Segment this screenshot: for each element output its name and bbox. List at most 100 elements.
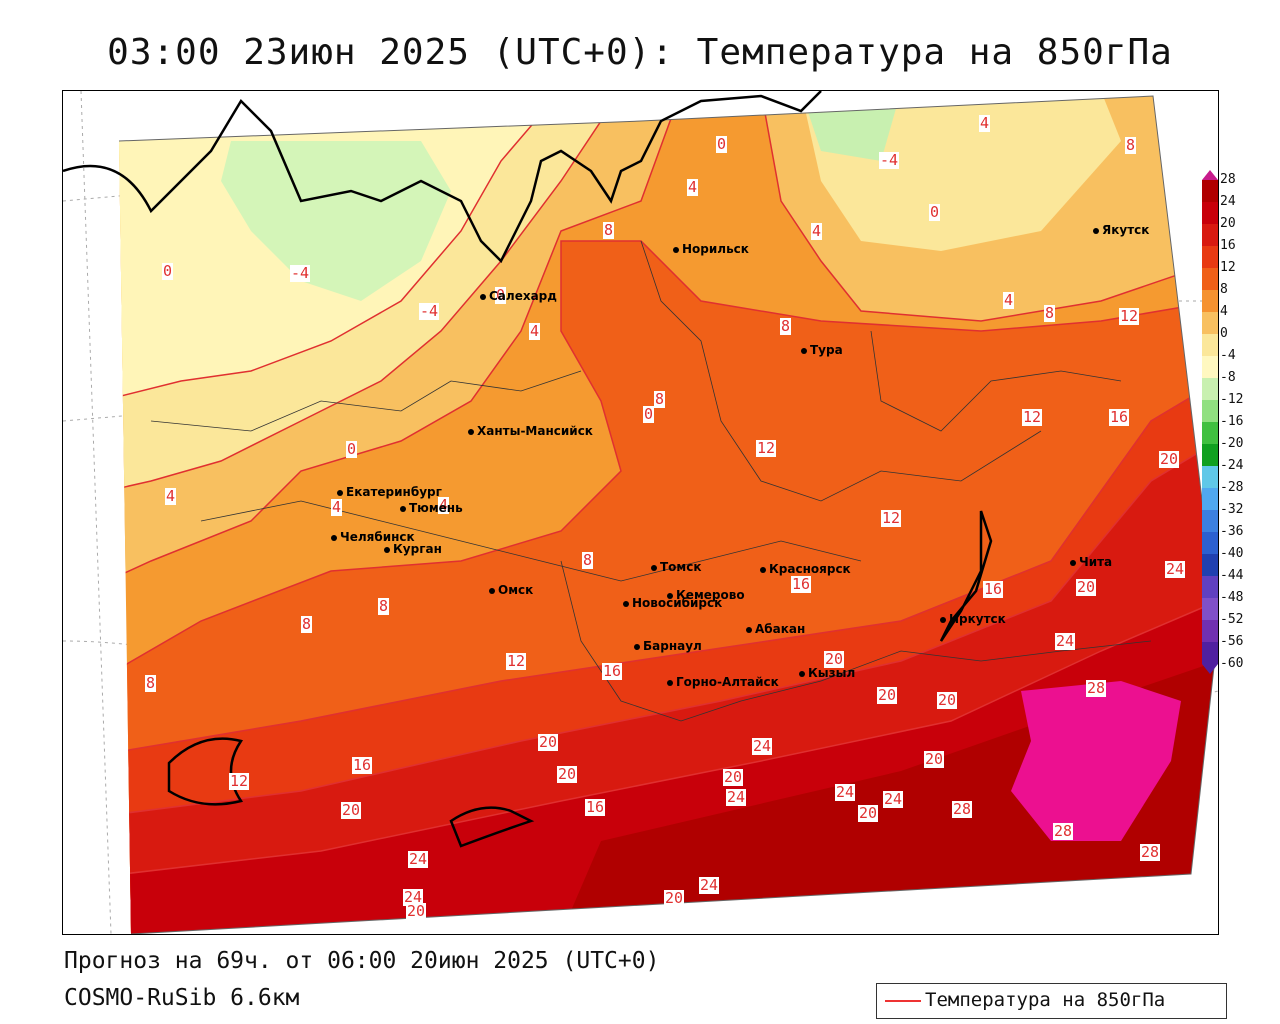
city-marker: Томск — [651, 560, 702, 574]
contour-label: 4 — [687, 178, 699, 196]
colorbar-swatch — [1202, 598, 1218, 620]
contour-label: 4 — [165, 487, 177, 505]
colorbar-tick-label: -12 — [1220, 392, 1244, 407]
colorbar-tick-label: -52 — [1220, 612, 1244, 627]
colorbar-swatch — [1202, 246, 1218, 268]
colorbar-tick-label: -28 — [1220, 480, 1244, 495]
city-name: Абакан — [755, 622, 806, 636]
city-name: Ханты-Мансийск — [477, 424, 593, 438]
colorbar-swatch — [1202, 312, 1218, 334]
city-name: Новосибирск — [632, 596, 723, 610]
contour-label: -4 — [290, 264, 311, 282]
colorbar-tick-label: 0 — [1220, 326, 1228, 341]
colorbar-tick-label: -36 — [1220, 524, 1244, 539]
colorbar-swatch — [1202, 532, 1218, 554]
contour-label: -4 — [419, 302, 440, 320]
contour-label: 0 — [716, 135, 728, 153]
colorbar-tick-label: -20 — [1220, 436, 1244, 451]
city-name: Горно-Алтайск — [676, 675, 779, 689]
colorbar-tick-label: -24 — [1220, 458, 1244, 473]
contour-label: 8 — [145, 674, 157, 692]
contour-label: 4 — [438, 496, 450, 514]
contour-label: 24 — [726, 788, 747, 806]
colorbar-swatch — [1202, 224, 1218, 246]
colorbar-tick-label: 24 — [1220, 194, 1236, 209]
legend-line-swatch — [885, 1000, 921, 1002]
city-name: Норильск — [682, 242, 749, 256]
contour-label: 16 — [585, 798, 606, 816]
contour-label: 0 — [643, 405, 655, 423]
contour-label: 20 — [538, 733, 559, 751]
colorbar-swatch — [1202, 510, 1218, 532]
city-name: Омск — [498, 583, 534, 597]
contour-label: 16 — [1109, 408, 1130, 426]
city-marker: Тюмень — [400, 501, 463, 515]
city-dot-icon — [634, 643, 640, 650]
contour-label: 24 — [752, 737, 773, 755]
city-dot-icon — [667, 679, 673, 686]
colorbar-tick-label: -44 — [1220, 568, 1244, 583]
contour-label: 20 — [557, 765, 578, 783]
colorbar-swatch — [1202, 576, 1218, 598]
colorbar-swatch — [1202, 202, 1218, 224]
contour-label: 28 — [952, 800, 973, 818]
colorbar-swatch — [1202, 290, 1218, 312]
city-marker: Салехард — [480, 289, 557, 303]
city-marker: Кызыл — [799, 666, 855, 680]
contour-label: 24 — [883, 790, 904, 808]
temperature-field — [63, 91, 1218, 934]
city-name: Тюмень — [409, 501, 463, 515]
contour-label: 20 — [723, 768, 744, 786]
city-name: Барнаул — [643, 639, 702, 653]
city-dot-icon — [468, 428, 474, 435]
city-name: Красноярск — [769, 562, 851, 576]
contour-label: 16 — [352, 756, 373, 774]
city-dot-icon — [799, 670, 805, 677]
colorbar-tick-label: 28 — [1220, 172, 1236, 187]
city-dot-icon — [623, 600, 629, 607]
contour-label: 20 — [406, 902, 427, 920]
city-marker: Курган — [384, 542, 442, 556]
contour-label: 8 — [1044, 304, 1056, 322]
colorbar-swatch — [1202, 642, 1218, 664]
colorbar-swatch — [1202, 378, 1218, 400]
contour-label: 20 — [664, 889, 685, 907]
contour-label: 12 — [229, 772, 250, 790]
colorbar-tick-label: 8 — [1220, 282, 1228, 297]
contour-label: 24 — [699, 876, 720, 894]
city-marker: Барнаул — [634, 639, 702, 653]
city-name: Чита — [1079, 555, 1113, 569]
colorbar-tick-label: -48 — [1220, 590, 1244, 605]
city-marker: Екатеринбург — [337, 485, 442, 499]
contour-label: 20 — [937, 691, 958, 709]
city-marker: Горно-Алтайск — [667, 675, 779, 689]
contour-label: 20 — [877, 686, 898, 704]
city-dot-icon — [667, 592, 673, 599]
city-dot-icon — [400, 505, 406, 512]
contour-label: 28 — [1053, 822, 1074, 840]
city-marker: Новосибирск — [623, 596, 722, 610]
contour-label: 24 — [403, 888, 424, 906]
contour-label: 12 — [1022, 408, 1043, 426]
city-dot-icon — [480, 293, 486, 300]
contour-label: 4 — [1003, 291, 1015, 309]
contour-label: 0 — [495, 286, 507, 304]
colorbar-swatch — [1202, 554, 1218, 576]
city-marker: Иркутск — [940, 612, 1006, 626]
contour-label: 24 — [408, 850, 429, 868]
colorbar-swatch — [1202, 488, 1218, 510]
contour-label: 12 — [506, 652, 527, 670]
city-dot-icon — [1070, 559, 1076, 566]
contour-label: 8 — [603, 221, 615, 239]
colorbar-tick-label: -32 — [1220, 502, 1244, 517]
colorbar-bottom-arrow — [1202, 664, 1218, 674]
contour-label: 20 — [1159, 450, 1180, 468]
city-dot-icon — [746, 626, 752, 633]
contour-label: 24 — [835, 783, 856, 801]
colorbar-tick-label: 12 — [1220, 260, 1236, 275]
city-marker: Челябинск — [331, 530, 415, 544]
colorbar-tick-label: 20 — [1220, 216, 1236, 231]
city-dot-icon — [331, 534, 337, 541]
city-dot-icon — [384, 546, 390, 553]
contour-label: 12 — [1119, 307, 1140, 325]
